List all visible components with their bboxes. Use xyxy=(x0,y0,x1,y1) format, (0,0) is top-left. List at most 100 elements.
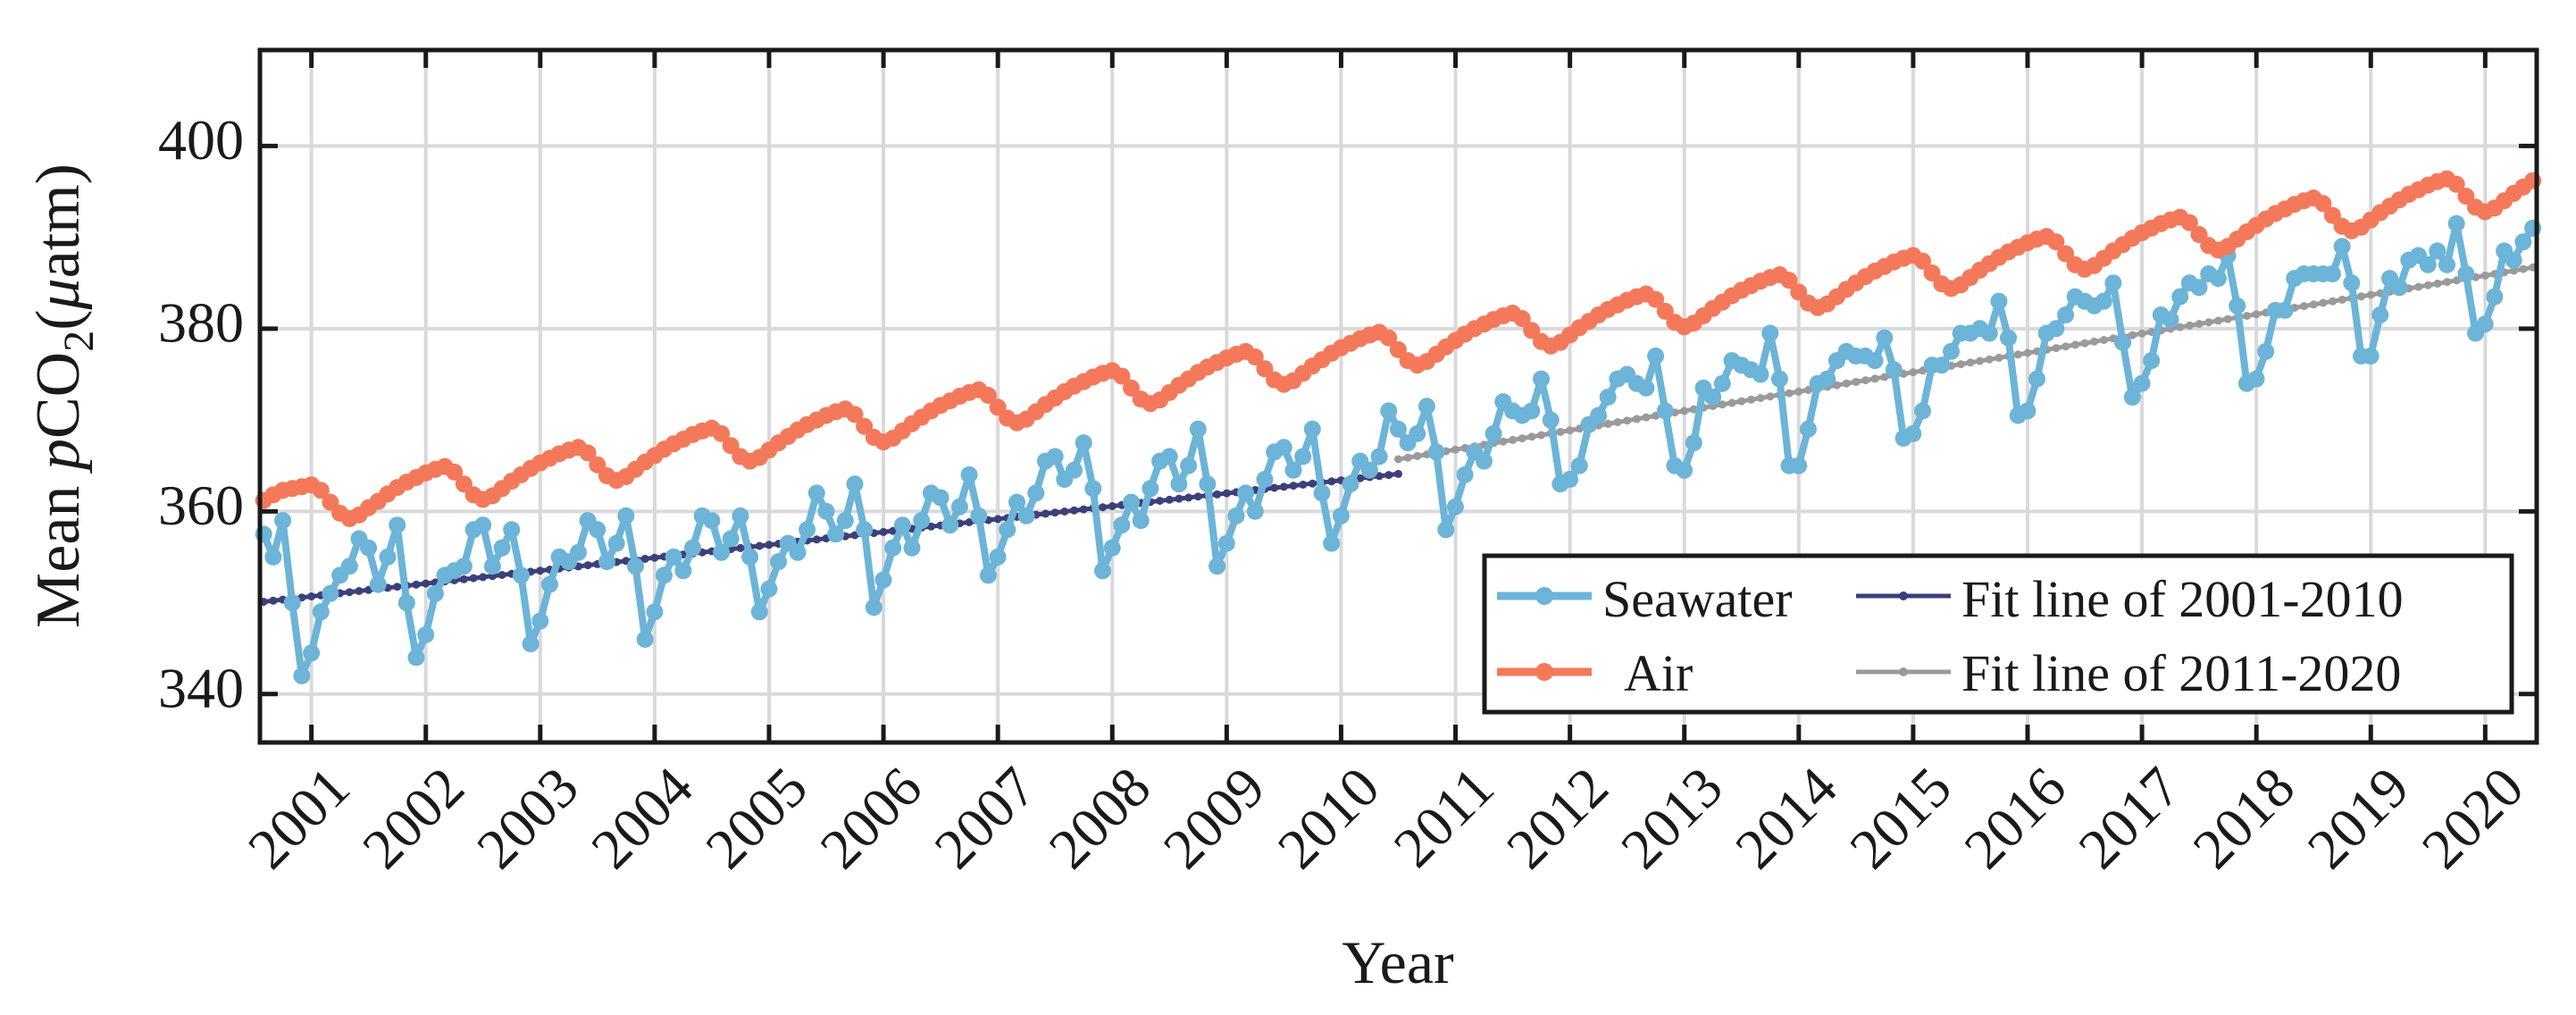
data-point-seawater xyxy=(646,603,664,621)
data-point-seawater xyxy=(1647,348,1665,365)
data-point-seawater xyxy=(1180,457,1198,474)
data-point-seawater xyxy=(932,489,949,507)
data-point-fit-line-of-2011-2020 xyxy=(2052,344,2061,353)
data-point-air xyxy=(1790,283,1808,301)
data-point-seawater xyxy=(732,507,749,524)
data-point-fit-line-of-2011-2020 xyxy=(1642,413,1651,422)
data-point-seawater xyxy=(2390,279,2408,297)
data-point-seawater xyxy=(2123,389,2141,406)
data-point-seawater xyxy=(1713,374,1731,392)
data-point-air xyxy=(846,406,864,424)
data-point-fit-line-of-2001-2010 xyxy=(765,541,774,549)
data-point-seawater xyxy=(1142,480,1159,498)
data-point-seawater xyxy=(1170,475,1188,493)
data-point-air xyxy=(1256,360,1274,378)
data-point-seawater xyxy=(1446,498,1464,516)
data-point-seawater xyxy=(1656,402,1674,420)
data-point-air xyxy=(856,417,874,435)
data-point-seawater xyxy=(1542,411,1560,429)
data-point-seawater xyxy=(846,475,864,493)
data-point-seawater xyxy=(817,502,835,520)
data-point-seawater xyxy=(760,580,778,598)
data-point-seawater xyxy=(1533,370,1550,388)
data-point-seawater xyxy=(607,534,625,552)
data-point-fit-line-of-2011-2020 xyxy=(1394,455,1402,464)
data-point-fit-line-of-2011-2020 xyxy=(1537,431,1546,440)
data-point-seawater xyxy=(627,558,644,575)
data-point-fit-line-of-2011-2020 xyxy=(2080,339,2089,348)
data-point-seawater xyxy=(1914,402,1931,420)
data-point-fit-line-of-2011-2020 xyxy=(2090,337,2099,346)
data-point-air xyxy=(2190,226,2208,243)
data-point-air xyxy=(322,493,339,511)
x-tick-label: 2007 xyxy=(923,755,1049,881)
data-point-seawater xyxy=(674,562,692,580)
data-point-air xyxy=(312,482,330,499)
y-axis-label-unit-rest: atm) xyxy=(24,164,93,278)
data-point-seawater xyxy=(1132,512,1150,530)
data-point-seawater xyxy=(2514,233,2532,251)
data-point-fit-line-of-2001-2010 xyxy=(583,561,592,570)
data-point-seawater xyxy=(474,516,492,534)
data-point-seawater xyxy=(2371,306,2389,323)
data-point-fit-line-of-2011-2020 xyxy=(1995,353,2003,362)
data-point-air xyxy=(1647,290,1665,308)
data-point-seawater xyxy=(960,466,978,483)
data-point-seawater xyxy=(1980,324,1998,342)
data-point-fit-line-of-2011-2020 xyxy=(1680,407,1689,415)
legend-marker-fit-2011-2020 xyxy=(1899,667,1908,676)
data-point-seawater xyxy=(407,649,425,667)
data-point-seawater xyxy=(1246,502,1264,520)
data-point-fit-line-of-2011-2020 xyxy=(1718,400,1727,409)
data-point-fit-line-of-2011-2020 xyxy=(1413,451,1422,460)
data-point-fit-line-of-2011-2020 xyxy=(1966,358,1975,367)
y-tick-label: 360 xyxy=(158,474,244,537)
data-point-seawater xyxy=(1370,448,1388,466)
data-point-fit-line-of-2001-2010 xyxy=(459,575,468,583)
data-point-air xyxy=(1914,252,1931,270)
data-point-air xyxy=(1523,322,1541,340)
data-point-fit-line-of-2011-2020 xyxy=(1976,357,1985,365)
data-point-seawater xyxy=(1284,461,1302,479)
data-point-seawater xyxy=(865,599,882,617)
data-point-fit-line-of-2011-2020 xyxy=(2195,320,2204,328)
data-point-fit-line-of-2011-2020 xyxy=(1804,386,1812,394)
data-point-seawater xyxy=(2229,297,2246,315)
data-point-seawater xyxy=(570,543,587,561)
data-point-fit-line-of-2001-2010 xyxy=(812,535,821,544)
x-tick-label: 2017 xyxy=(2067,755,2193,881)
legend-label-fit-2011-2020: Fit line of 2011-2020 xyxy=(1961,644,2401,702)
data-point-seawater xyxy=(340,558,358,575)
data-point-fit-line-of-2011-2020 xyxy=(2357,292,2366,301)
x-tick-label: 2001 xyxy=(236,755,362,881)
data-point-fit-line-of-2001-2010 xyxy=(755,541,764,550)
data-point-seawater xyxy=(1217,534,1235,552)
data-point-seawater xyxy=(2457,265,2475,282)
data-point-seawater xyxy=(799,521,816,539)
data-point-fit-line-of-2011-2020 xyxy=(2329,297,2338,306)
data-point-fit-line-of-2001-2010 xyxy=(1384,471,1393,480)
data-point-seawater xyxy=(493,539,511,557)
data-point-fit-line-of-2011-2020 xyxy=(1632,415,1641,424)
series-air xyxy=(255,170,2542,527)
data-point-seawater xyxy=(274,512,292,530)
y-axis-label-italic: p xyxy=(24,439,93,474)
data-point-air xyxy=(2047,233,2065,251)
data-point-seawater xyxy=(2343,274,2361,292)
data-point-seawater xyxy=(512,566,530,584)
data-point-fit-line-of-2001-2010 xyxy=(422,579,431,588)
data-point-air xyxy=(579,444,597,462)
data-point-fit-line-of-2011-2020 xyxy=(2433,279,2442,288)
data-point-fit-line-of-2001-2010 xyxy=(1108,502,1117,510)
data-point-fit-line-of-2011-2020 xyxy=(1909,368,1918,377)
data-point-fit-line-of-2011-2020 xyxy=(2070,340,2079,349)
x-tick-label: 2018 xyxy=(2181,755,2307,881)
data-point-fit-line-of-2011-2020 xyxy=(2509,266,2518,275)
data-point-seawater xyxy=(2486,288,2504,306)
data-point-fit-line-of-2001-2010 xyxy=(965,518,974,526)
y-axis-label-chem: CO xyxy=(24,352,93,439)
data-point-fit-line-of-2011-2020 xyxy=(2204,318,2213,327)
data-point-fit-line-of-2011-2020 xyxy=(2423,281,2432,289)
data-point-seawater xyxy=(1046,448,1064,466)
data-point-fit-line-of-2001-2010 xyxy=(650,553,659,562)
